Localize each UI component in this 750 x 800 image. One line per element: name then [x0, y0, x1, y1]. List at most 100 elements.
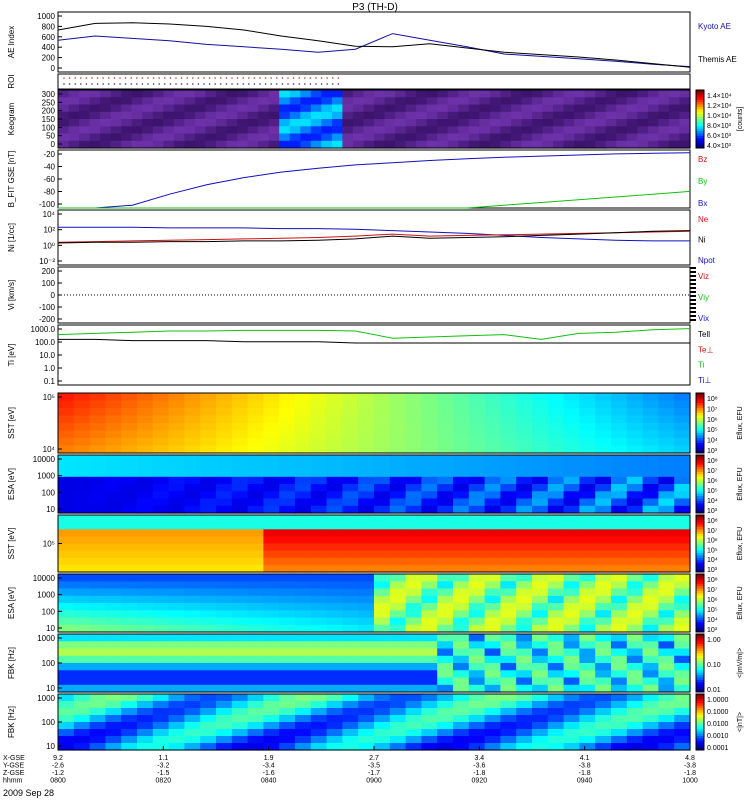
keogram-cell	[194, 97, 206, 106]
roi-dot	[197, 77, 200, 79]
esa_ion-cell	[263, 462, 280, 471]
keogram-cell	[574, 126, 586, 135]
roi-dot	[136, 83, 138, 85]
sst_ion-cell	[421, 408, 438, 417]
sst_elec-cell	[405, 536, 422, 545]
sst_ion-colorbar-swatch	[696, 393, 704, 396]
sst_ion-cell	[279, 423, 296, 432]
fbk_e-cell	[310, 663, 328, 671]
keogram-cell	[479, 119, 491, 127]
bfield-tick-label: -100	[39, 200, 56, 209]
roi-dot	[309, 77, 312, 79]
esa_elec-cell	[516, 624, 533, 633]
esa_ion-cell	[642, 462, 659, 471]
fbk_b-cell	[437, 722, 454, 730]
esa_ion-cell	[73, 469, 91, 478]
roi-dot	[130, 77, 132, 79]
fbk_b-cell	[310, 701, 328, 709]
keogram-cell	[605, 119, 617, 127]
fbk_e-colorbar-swatch	[696, 660, 704, 664]
fbk_b-cell	[58, 708, 75, 716]
roi-dot	[292, 77, 295, 79]
keogram-cell	[553, 140, 565, 149]
keogram-cell	[268, 133, 280, 142]
keogram-cell	[584, 90, 596, 98]
fbk_e-cell	[121, 641, 138, 650]
sst_elec-colorbar-tick: 10⁷	[707, 528, 718, 535]
esa_elec-cell	[58, 595, 75, 604]
fbk_b-cell	[468, 722, 486, 730]
keogram-cell	[405, 90, 417, 98]
sst_ion-colorbar-tick: 10⁵	[707, 427, 718, 434]
esa_elec-cell	[263, 574, 280, 582]
sst_ion-colorbar-tick: 10⁶	[707, 417, 718, 424]
fbk_b-cell	[326, 708, 343, 716]
keogram-cell	[247, 126, 259, 135]
roi-dot	[197, 83, 200, 85]
roi-dot	[287, 83, 289, 85]
fbk_e-cell	[184, 634, 201, 642]
sst_ion-cell	[563, 445, 580, 454]
fbk_e-cell	[105, 648, 122, 657]
keogram-cell	[100, 119, 112, 127]
esa_ion-cell	[468, 505, 486, 514]
esa_elec-cell	[468, 581, 486, 590]
sst_ion-cell	[310, 400, 328, 409]
sst_ion-cell	[642, 415, 659, 424]
keogram-colorbar-swatch	[696, 114, 704, 118]
esa_elec-cell	[595, 581, 612, 590]
esa_ion-cell	[405, 491, 422, 500]
sst_ion-cell	[295, 408, 312, 417]
sst_ion-cell	[326, 415, 343, 424]
esa_elec-cell	[547, 603, 565, 611]
fbk_e-colorbar-frame	[695, 633, 705, 693]
roi-dot	[141, 83, 144, 85]
esa_ion-cell	[279, 505, 296, 514]
fbk_e-cell	[295, 655, 312, 664]
fbk_b-cell	[105, 694, 122, 702]
keogram-cell	[658, 111, 670, 120]
esa_elec-cell	[216, 624, 233, 633]
fbk_e-cell	[642, 655, 659, 664]
fbk_b-cell	[563, 708, 580, 716]
esa_ion-cell	[626, 455, 644, 463]
sst_elec-cell	[389, 564, 407, 573]
esa_ion-cell	[105, 484, 122, 492]
sst_ion-cell	[216, 393, 233, 402]
esa_elec-cell	[626, 595, 644, 604]
keogram-cell	[658, 133, 670, 142]
keogram-cell	[532, 133, 544, 142]
sst_ion-cell	[563, 423, 580, 432]
fbk_b-cell	[358, 729, 375, 737]
esa_ion-cell	[547, 498, 565, 507]
sst_elec-cell	[216, 557, 233, 566]
sst_elec-cell	[405, 529, 422, 537]
sst_elec-cell	[105, 543, 122, 552]
fbk_e-colorbar-swatch	[696, 650, 704, 654]
esa_ion-cell	[595, 484, 612, 492]
sst_elec-cell	[532, 543, 549, 552]
sst_elec-cell	[168, 522, 185, 530]
esa_ion-cell	[58, 455, 75, 463]
esa_ion-cell	[626, 484, 644, 492]
fbk_e-cell	[247, 648, 264, 657]
esa_ion-cell	[468, 469, 486, 478]
esa_ion-colorbar-swatch	[696, 462, 704, 466]
fbk_b-colorbar-swatch	[696, 698, 704, 702]
sst_elec-cell	[310, 515, 328, 523]
esa_ion-cell	[137, 462, 154, 471]
sst_ion-cell	[310, 415, 328, 424]
fbk_e-cell	[563, 655, 580, 664]
sst_elec-cell	[674, 550, 691, 559]
keogram-cell	[468, 97, 480, 106]
fbk_e-cell	[532, 634, 549, 642]
sst_elec-cell	[453, 543, 470, 552]
sst_ion-cell	[500, 400, 517, 409]
esa_elec-cell	[595, 588, 612, 597]
fbk_b-cell	[137, 722, 154, 730]
esa_ion-cell	[105, 462, 122, 471]
sst_elec-colorbar-swatch	[696, 564, 704, 568]
fbk_e-cell	[310, 670, 328, 679]
keogram-cell	[268, 90, 280, 98]
sst_ion-cell	[358, 423, 375, 432]
